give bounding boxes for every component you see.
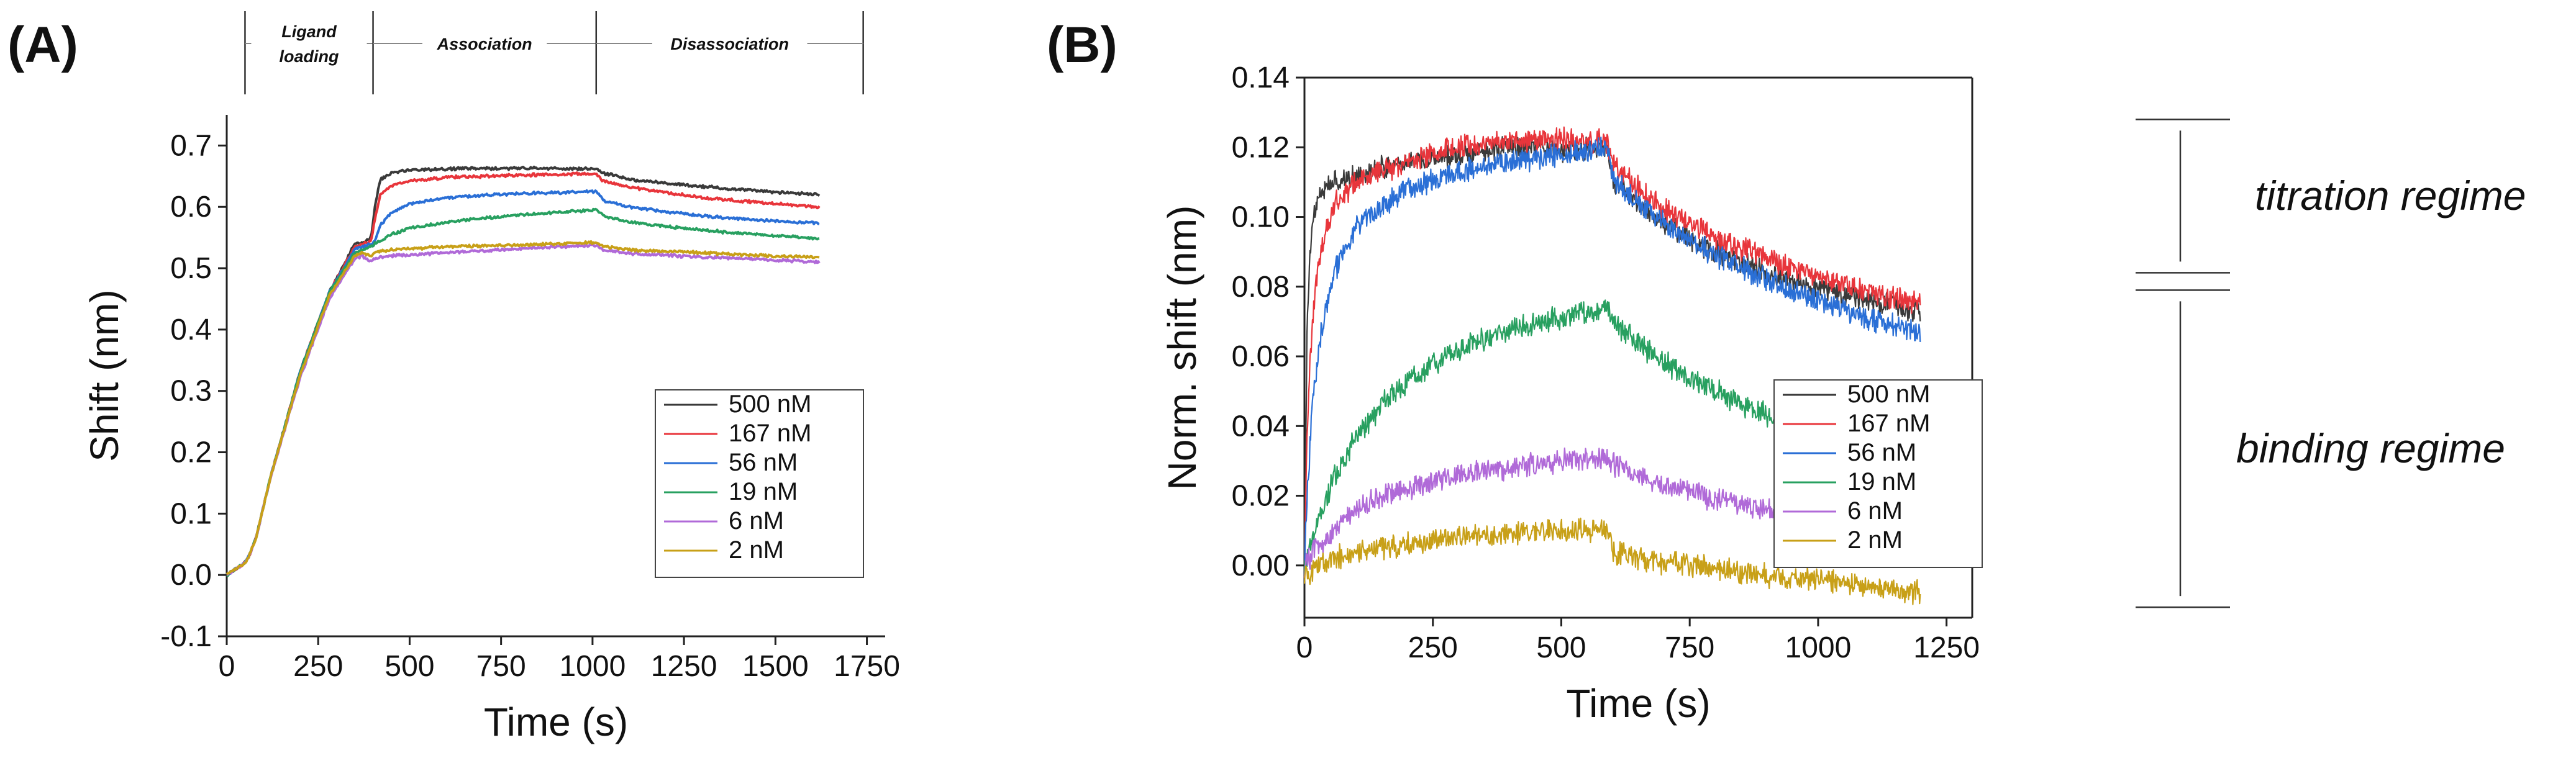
y-tick-label: 0.6: [170, 191, 212, 223]
phase-label: Association: [437, 35, 532, 53]
x-tick-label: 250: [1408, 631, 1458, 664]
x-axis-title: Time (s): [484, 700, 628, 744]
y-tick-label: 0.3: [170, 375, 212, 408]
legend-entry: 167 nM: [1847, 410, 1930, 437]
series-line-167-nm: [1303, 126, 1921, 579]
panel-a-label: (A): [7, 17, 78, 73]
x-tick-label: 0: [219, 650, 235, 683]
y-tick-label: 0.14: [1232, 61, 1290, 94]
y-tick-label: 0.12: [1232, 131, 1290, 164]
regime-label: titration regime: [2255, 173, 2526, 219]
x-tick-label: 1750: [834, 650, 900, 683]
y-tick-label: 0.06: [1232, 340, 1290, 373]
series-line-2-nm: [225, 240, 820, 575]
regime-label: binding regime: [2236, 425, 2505, 471]
legend-entry: 6 nM: [1847, 497, 1903, 525]
phase-label: Disassociation: [670, 35, 789, 53]
x-axis-title: Time (s): [1566, 681, 1710, 726]
y-tick-label: 0.0: [170, 559, 212, 592]
x-tick-label: 500: [1536, 631, 1586, 664]
legend-entry: 19 nM: [729, 478, 798, 505]
x-tick-label: 1000: [559, 650, 626, 683]
legend-entry: 56 nM: [729, 449, 798, 476]
y-tick-label: 0.10: [1232, 201, 1290, 234]
chart-b: 0 250 500 750 1000 1250 0.00 0.02 0.04 0.06 0.08 0.…: [1160, 61, 1983, 726]
y-tick-label: 0.2: [170, 436, 212, 469]
y-tick-label: 0.4: [170, 314, 212, 346]
legend-entry: 167 nM: [729, 420, 811, 447]
x-tick-label: 750: [476, 650, 526, 683]
series-line-2-nm: [1303, 517, 1921, 605]
legend-entry: 500 nM: [729, 390, 811, 418]
x-tick-label: 250: [293, 650, 343, 683]
x-tick-label: 750: [1665, 631, 1714, 664]
chart-a: 0 250 500 750 1000 1250 1500 1750 -0.1 0.0 0.1 0.2 0…: [82, 115, 900, 744]
legend-entry: 6 nM: [729, 507, 784, 535]
x-tick-label: 500: [385, 650, 434, 683]
x-tick-label: 0: [1296, 631, 1313, 664]
legend-entry: 500 nM: [1847, 381, 1930, 408]
y-axis-title: Norm. shift (nm): [1160, 205, 1204, 490]
y-tick-label: 0.1: [170, 497, 212, 530]
phase-label: Ligand: [281, 22, 337, 41]
regime-bar: titration regime binding regime: [2136, 119, 2526, 608]
legend-entry: 19 nM: [1847, 468, 1916, 495]
x-tick-label: 1000: [1785, 631, 1852, 664]
y-tick-label: 0.02: [1232, 480, 1290, 513]
x-tick-label: 1500: [742, 650, 809, 683]
panel-b-label: (B): [1047, 17, 1117, 73]
legend-box: [1773, 379, 1983, 568]
y-tick-label: -0.1: [160, 620, 212, 653]
x-tick-label: 1250: [651, 650, 717, 683]
phase-label: loading: [280, 47, 339, 66]
series-line-56-nm: [1303, 137, 1921, 575]
y-axis-title: Shift (nm): [82, 289, 127, 461]
legend-entry: 56 nM: [1847, 439, 1916, 466]
legend-entry: 2 nM: [1847, 526, 1903, 554]
y-tick-label: 0.5: [170, 252, 212, 285]
legend-entry: 2 nM: [729, 536, 784, 564]
phase-bar: Ligand loading Association Disassociation: [244, 11, 864, 94]
x-tick-label: 1250: [1913, 631, 1980, 664]
y-tick-label: 0.7: [170, 129, 212, 162]
legend-box: [655, 389, 864, 578]
y-tick-label: 0.00: [1232, 549, 1290, 582]
y-tick-label: 0.08: [1232, 271, 1290, 304]
y-tick-label: 0.04: [1232, 410, 1290, 443]
